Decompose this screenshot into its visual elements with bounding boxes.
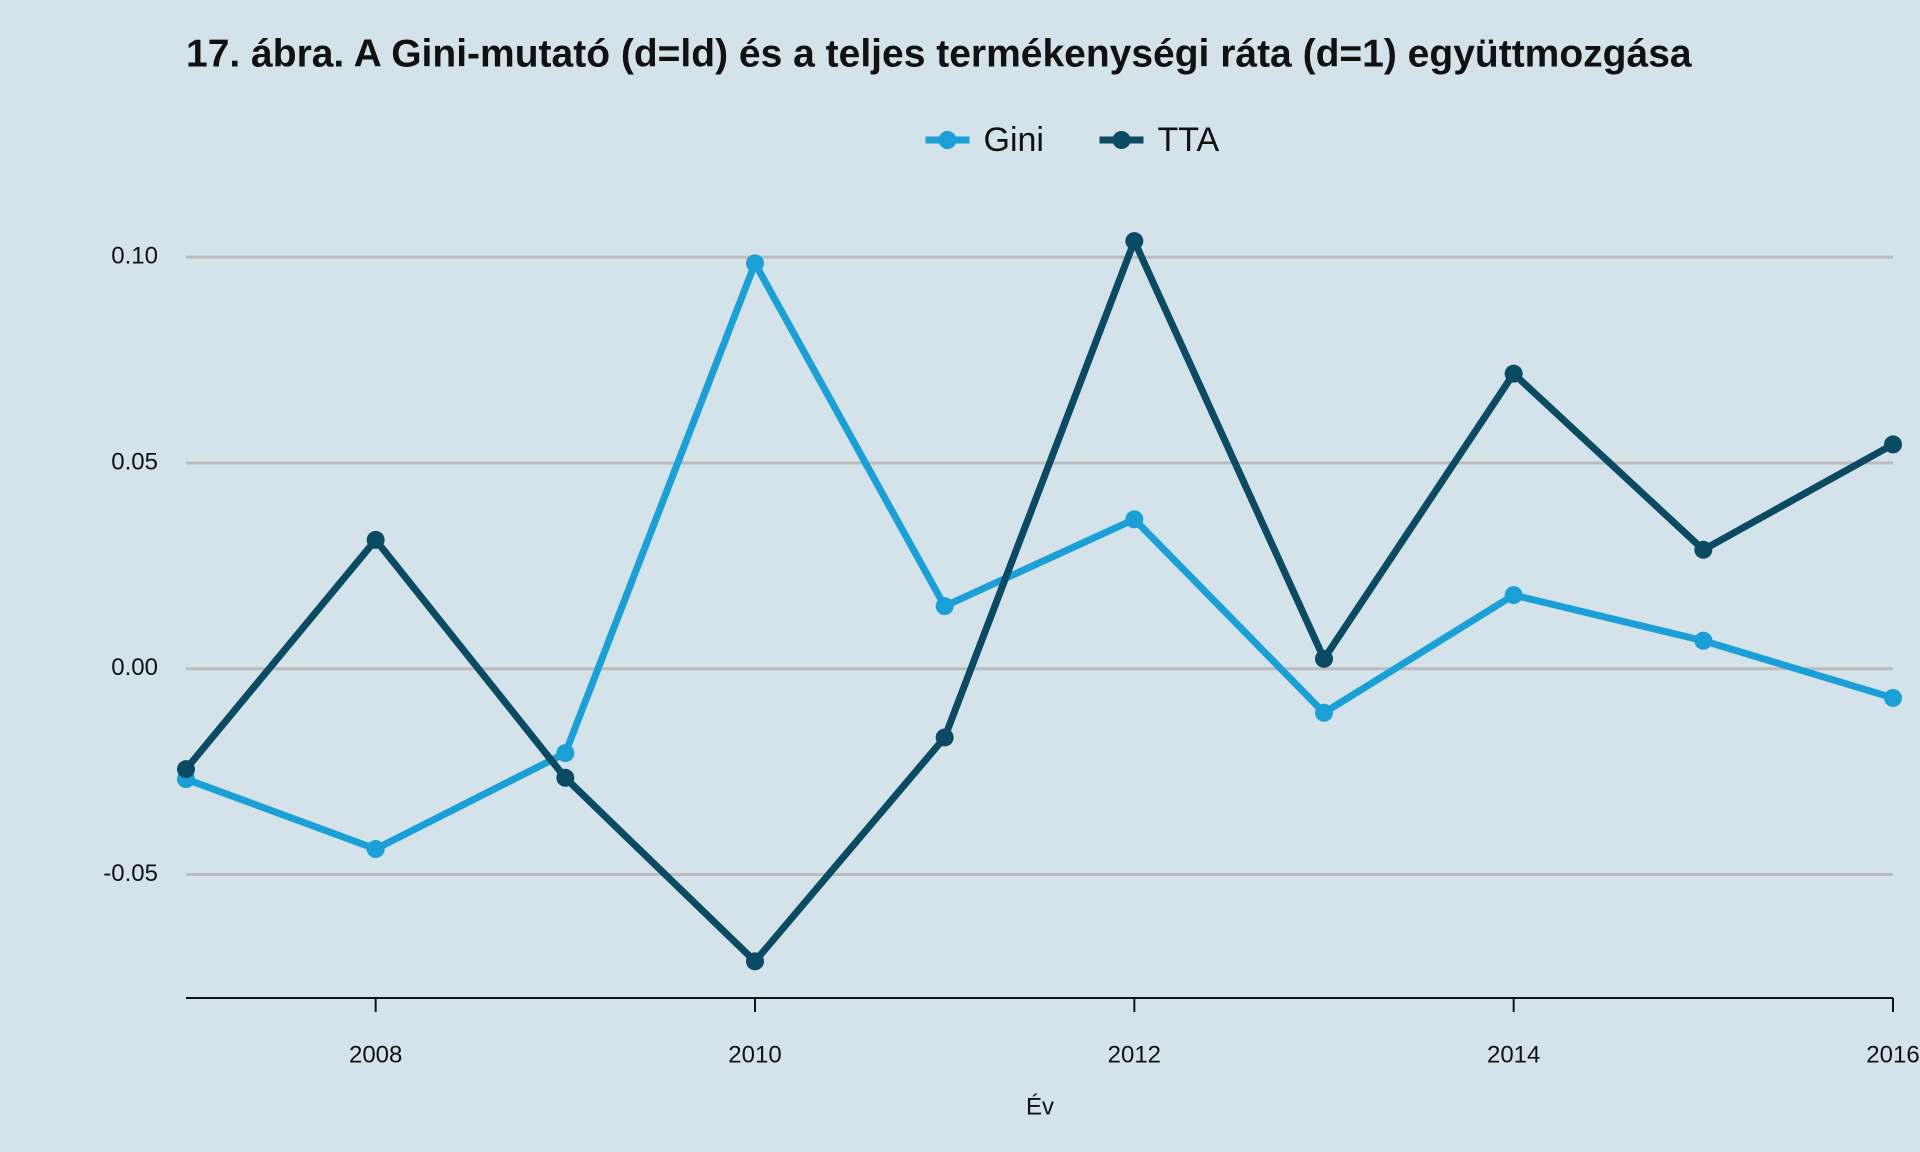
data-point bbox=[1504, 586, 1523, 605]
data-point bbox=[746, 254, 764, 273]
data-point bbox=[1315, 703, 1333, 722]
legend-label: Gini bbox=[984, 121, 1044, 159]
y-tick-label: 0.10 bbox=[111, 243, 158, 270]
y-tick-label: -0.05 bbox=[103, 860, 158, 887]
x-axis-title: Év bbox=[1026, 1093, 1054, 1120]
legend-swatch-dot bbox=[1112, 131, 1131, 149]
data-point bbox=[556, 744, 575, 763]
data-point bbox=[556, 768, 575, 787]
data-point bbox=[366, 530, 385, 549]
data-point bbox=[1694, 631, 1713, 650]
data-point bbox=[935, 728, 954, 747]
y-tick-label: 0.05 bbox=[111, 448, 158, 475]
series-line bbox=[183, 237, 1895, 965]
data-point bbox=[1125, 510, 1144, 529]
legend-swatch-dot bbox=[938, 131, 957, 149]
x-tick-label: 2016 bbox=[1866, 1041, 1919, 1068]
data-point bbox=[1694, 540, 1713, 559]
data-point bbox=[746, 952, 764, 971]
data-point bbox=[1504, 364, 1523, 383]
data-point bbox=[935, 597, 954, 616]
x-tick-label: 2014 bbox=[1487, 1041, 1540, 1068]
chart-title: 17. ábra. A Gini-mutató (d=ld) és a telj… bbox=[186, 32, 1692, 75]
data-point bbox=[1884, 435, 1902, 454]
data-point bbox=[1884, 688, 1902, 707]
x-tick-label: 2010 bbox=[728, 1041, 781, 1068]
data-point bbox=[1125, 232, 1144, 251]
x-tick-label: 2012 bbox=[1108, 1041, 1161, 1068]
x-tick-label: 2008 bbox=[349, 1041, 402, 1068]
data-point bbox=[177, 760, 195, 779]
series-line bbox=[184, 259, 1895, 853]
legend-label: TTA bbox=[1158, 121, 1220, 159]
data-point bbox=[1315, 649, 1333, 668]
y-tick-label: 0.00 bbox=[111, 654, 158, 681]
data-point bbox=[366, 840, 385, 859]
